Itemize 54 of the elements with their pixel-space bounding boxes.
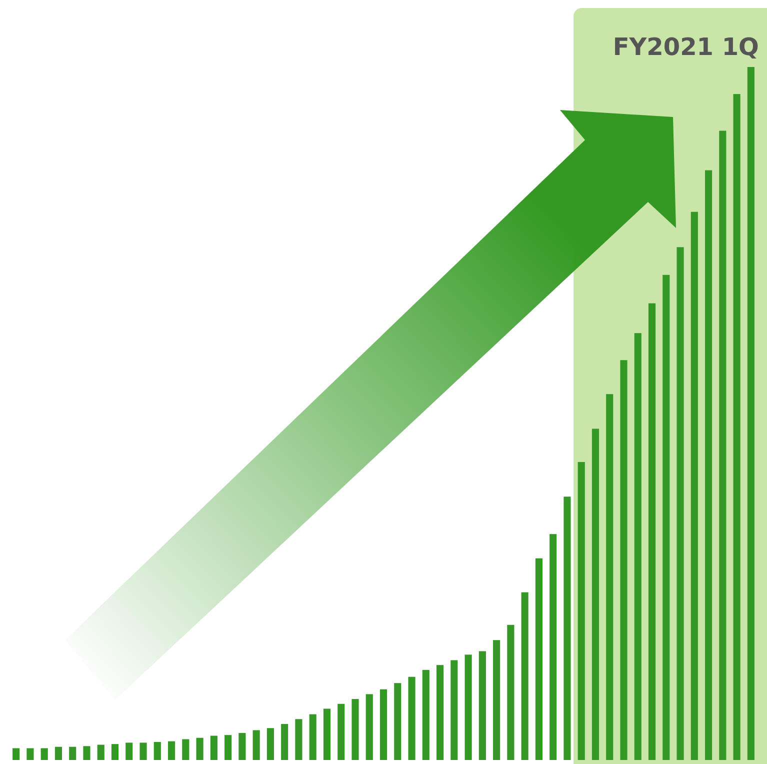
bar (719, 130, 726, 760)
bar (676, 247, 684, 760)
bar (238, 732, 246, 760)
bar (210, 736, 218, 760)
bar (224, 735, 232, 760)
bar (634, 333, 642, 760)
bar (168, 741, 176, 760)
bar (564, 496, 571, 760)
bar (40, 748, 48, 760)
bar (394, 683, 402, 760)
bar (606, 394, 614, 760)
bar (295, 719, 302, 760)
bar (578, 462, 585, 760)
bar (733, 94, 740, 760)
bar (478, 651, 486, 760)
bar (69, 746, 76, 760)
bar (54, 746, 62, 760)
bar (196, 738, 204, 760)
bar (464, 654, 472, 760)
bar (408, 676, 416, 760)
bar (182, 739, 190, 760)
bar (26, 748, 34, 760)
bar (662, 274, 670, 760)
bar (154, 742, 161, 760)
bar (309, 714, 316, 760)
bar (648, 303, 656, 760)
bar (507, 624, 514, 760)
bar (535, 558, 542, 760)
text: FY2021 1Q (612, 33, 759, 61)
bar (12, 748, 20, 760)
bar (521, 592, 528, 760)
bar (252, 730, 260, 760)
bar (493, 640, 500, 760)
bar (422, 670, 430, 760)
bar (436, 665, 444, 760)
bar (97, 744, 104, 760)
bar (380, 689, 388, 760)
bar (550, 534, 557, 760)
bar (111, 744, 119, 760)
bar (747, 67, 754, 760)
bar (450, 660, 458, 760)
bar (266, 728, 274, 760)
bar (620, 360, 628, 760)
bar (338, 704, 345, 760)
bar (281, 724, 288, 760)
bar (592, 428, 600, 760)
bar (323, 708, 331, 760)
bar (126, 742, 133, 760)
bar (352, 699, 359, 760)
bar (140, 742, 147, 760)
bar (366, 694, 373, 760)
bar (705, 170, 712, 760)
bar (690, 212, 698, 760)
bar (83, 746, 90, 760)
